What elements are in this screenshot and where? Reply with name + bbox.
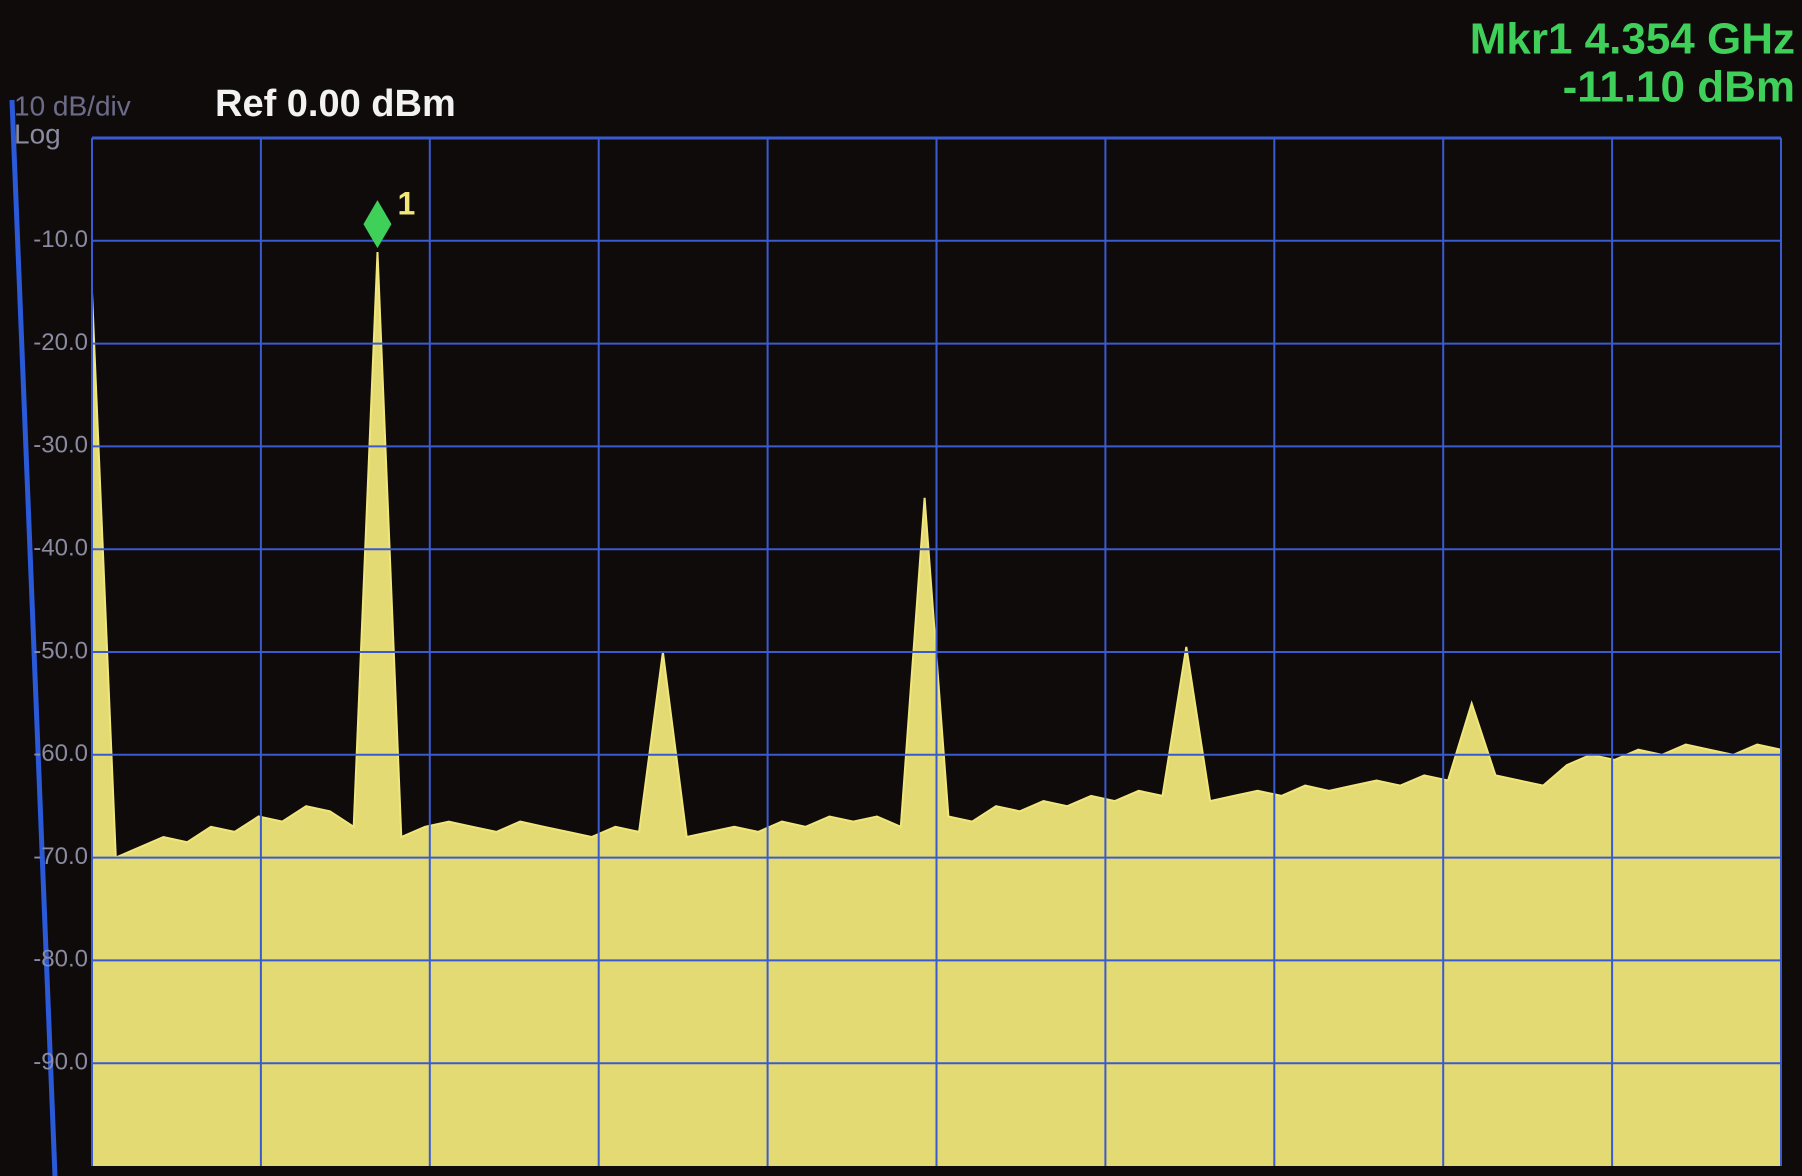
y-tick-label: -90.0 [33, 1049, 88, 1076]
reference-level: Ref 0.00 dBm [215, 83, 456, 125]
y-tick-label: -10.0 [33, 226, 88, 253]
y-tick-label: -70.0 [33, 843, 88, 870]
marker-number: 1 [397, 186, 415, 222]
y-tick-label: -50.0 [33, 637, 88, 664]
scale-label: 10 dB/div [14, 90, 131, 121]
y-tick-label: -20.0 [33, 329, 88, 356]
scale-type: Log [14, 118, 61, 149]
marker-diamond [363, 200, 392, 249]
plot-area: -10.0 -20.0 -30.0 -40.0 -50.0 -60.0 -70.0 -80.0… [33, 136, 1782, 1167]
y-tick-label: -40.0 [33, 535, 88, 562]
y-tick-label: -60.0 [33, 740, 88, 767]
y-tick-label: -80.0 [33, 946, 88, 973]
marker-frequency: Mkr1 4.354 GHz [1470, 15, 1795, 64]
y-tick-label: -30.0 [33, 432, 88, 459]
marker-level: -11.10 dBm [1563, 63, 1795, 112]
screen-edge [9, 99, 58, 1176]
